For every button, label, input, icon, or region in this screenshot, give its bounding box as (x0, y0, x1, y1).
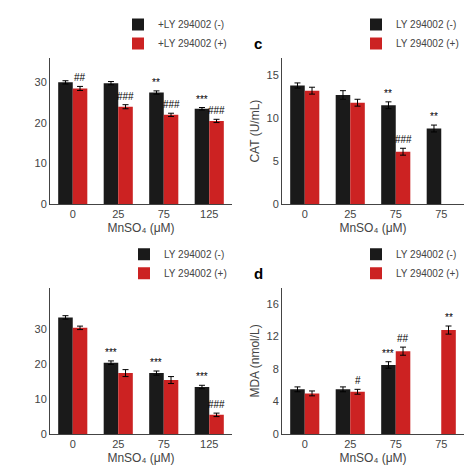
svg-text:c: c (254, 35, 262, 52)
svg-text:4: 4 (273, 395, 279, 407)
svg-text:***: *** (105, 347, 117, 358)
svg-text:LY 294002 (+): LY 294002 (+) (396, 38, 459, 49)
svg-text:LY 294002 (-): LY 294002 (-) (396, 19, 456, 30)
svg-text:5: 5 (273, 155, 279, 167)
svg-text:10: 10 (35, 393, 47, 405)
svg-text:15: 15 (267, 69, 279, 81)
svg-text:25: 25 (344, 438, 356, 450)
svg-text:0: 0 (70, 208, 76, 220)
svg-text:###: ### (208, 105, 225, 116)
svg-text:LY 294002 (+): LY 294002 (+) (164, 268, 227, 279)
svg-text:**: ** (152, 77, 160, 88)
svg-text:0: 0 (70, 438, 76, 450)
svg-text:**: ** (445, 312, 453, 323)
svg-text:0: 0 (41, 428, 47, 440)
svg-text:25: 25 (112, 438, 124, 450)
svg-text:**: ** (430, 111, 438, 122)
svg-text:25: 25 (344, 208, 356, 220)
svg-text:MnSO₄ (μM): MnSO₄ (μM) (339, 221, 406, 235)
svg-text:***: *** (150, 357, 162, 368)
svg-text:***: *** (196, 94, 208, 105)
svg-text:16: 16 (267, 298, 279, 310)
svg-text:0: 0 (302, 208, 308, 220)
svg-text:d: d (254, 265, 263, 282)
svg-text:MDA (nmol/L): MDA (nmol/L) (248, 324, 262, 397)
svg-text:LY 294002 (-): LY 294002 (-) (396, 249, 456, 260)
svg-text:12: 12 (267, 330, 279, 342)
svg-text:LY 294002 (+): LY 294002 (+) (396, 268, 459, 279)
svg-text:CAT (U/mL): CAT (U/mL) (248, 100, 262, 163)
svg-text:75: 75 (390, 438, 402, 450)
svg-text:75: 75 (390, 208, 402, 220)
svg-text:###: ### (395, 134, 412, 145)
svg-text:10: 10 (35, 157, 47, 169)
svg-text:20: 20 (35, 117, 47, 129)
svg-text:75: 75 (158, 208, 170, 220)
svg-text:75: 75 (158, 438, 170, 450)
svg-text:125: 125 (200, 438, 218, 450)
svg-text:125: 125 (200, 208, 218, 220)
svg-text:0: 0 (41, 198, 47, 210)
svg-text:MnSO₄ (μM): MnSO₄ (μM) (107, 451, 174, 465)
svg-text:20: 20 (35, 358, 47, 370)
svg-text:##: ## (74, 72, 86, 83)
svg-text:0: 0 (273, 428, 279, 440)
svg-text:+LY 294002 (-): +LY 294002 (-) (158, 19, 224, 30)
svg-text:30: 30 (35, 323, 47, 335)
svg-text:+LY 294002 (+): +LY 294002 (+) (158, 38, 227, 49)
svg-text:MnSO₄ (μM): MnSO₄ (μM) (339, 451, 406, 465)
svg-text:75: 75 (435, 438, 447, 450)
svg-text:**: ** (384, 88, 392, 99)
svg-text:0: 0 (273, 198, 279, 210)
svg-text:***: *** (196, 371, 208, 382)
svg-text:###: ### (208, 399, 225, 410)
svg-text:0: 0 (302, 438, 308, 450)
svg-text:10: 10 (267, 112, 279, 124)
svg-text:###: ### (163, 99, 180, 110)
svg-text:75: 75 (435, 208, 447, 220)
svg-text:8: 8 (273, 363, 279, 375)
svg-text:***: *** (382, 348, 394, 359)
svg-text:MnSO₄ (μM): MnSO₄ (μM) (107, 221, 174, 235)
svg-text:LY 294002 (-): LY 294002 (-) (164, 249, 224, 260)
svg-text:##: ## (397, 333, 409, 344)
svg-text:25: 25 (112, 208, 124, 220)
svg-text:###: ### (117, 91, 134, 102)
svg-text:#: # (355, 375, 361, 386)
svg-text:30: 30 (35, 76, 47, 88)
